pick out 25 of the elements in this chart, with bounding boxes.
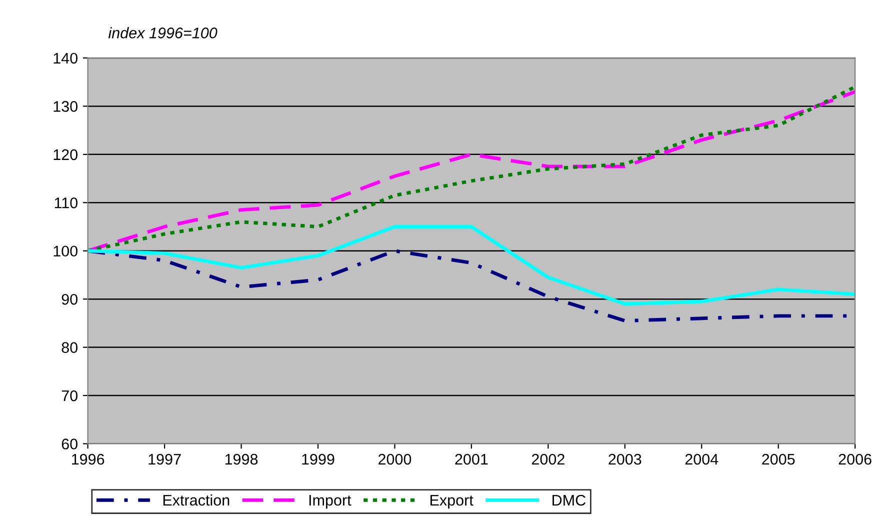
y-tick-label: 100	[54, 246, 78, 257]
y-tick-label: 70	[62, 390, 78, 402]
legend-label: Export	[430, 494, 474, 509]
x-tick-label: 2003	[608, 454, 642, 465]
x-tick-label: 2005	[762, 454, 795, 465]
x-tick-label: 2001	[455, 454, 488, 465]
x-tick-label: 1998	[225, 454, 258, 465]
y-tick-label: 140	[54, 52, 78, 64]
y-tick-label: 110	[54, 198, 78, 208]
x-tick-label: 1997	[148, 454, 181, 465]
y-tick-label: 130	[54, 101, 78, 112]
x-tick-label: 2004	[685, 454, 718, 465]
y-tick-label: 120	[54, 149, 78, 160]
legend-label: Extraction	[163, 494, 230, 506]
y-tick-label: 60	[62, 438, 78, 450]
x-tick-label: 1999	[302, 454, 334, 465]
x-tick-label: 2002	[532, 454, 564, 465]
x-tick-label: 2000	[378, 454, 412, 465]
x-tick-label: 1996	[72, 454, 104, 465]
y-tick-label: 80	[62, 342, 78, 353]
x-tick-label: 2006	[838, 454, 872, 465]
y-tick-label: 90	[62, 294, 78, 305]
legend-label: DMC	[552, 494, 586, 506]
text: index 1996=100	[108, 27, 218, 38]
legend-label: Import	[309, 494, 352, 509]
